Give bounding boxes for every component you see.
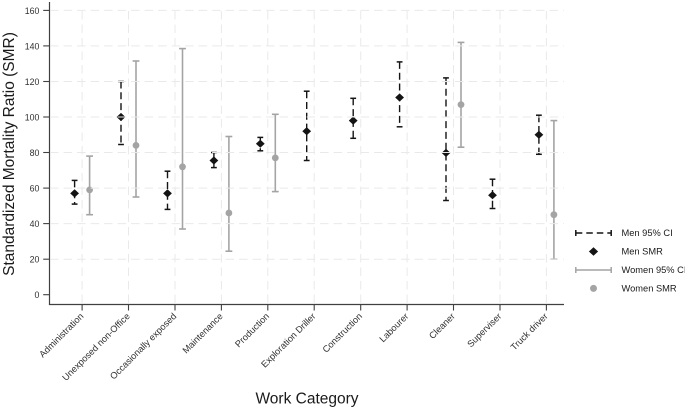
svg-text:Men SMR: Men SMR (622, 247, 664, 257)
svg-text:80: 80 (30, 148, 40, 159)
svg-text:Men 95% CI: Men 95% CI (622, 228, 673, 238)
svg-text:Standardized Mortality Ratio (: Standardized Mortality Ratio (SMR) (1, 32, 18, 276)
svg-text:Work Category: Work Category (255, 391, 358, 408)
svg-text:120: 120 (25, 77, 40, 88)
svg-text:100: 100 (25, 112, 40, 123)
svg-text:60: 60 (30, 184, 40, 195)
svg-text:140: 140 (25, 41, 40, 52)
svg-text:Women 95% CI: Women 95% CI (622, 265, 685, 275)
svg-text:160: 160 (25, 6, 40, 17)
svg-text:20: 20 (30, 255, 40, 266)
svg-text:40: 40 (30, 219, 40, 230)
svg-text:Women SMR: Women SMR (622, 284, 677, 294)
svg-text:0: 0 (35, 290, 40, 301)
